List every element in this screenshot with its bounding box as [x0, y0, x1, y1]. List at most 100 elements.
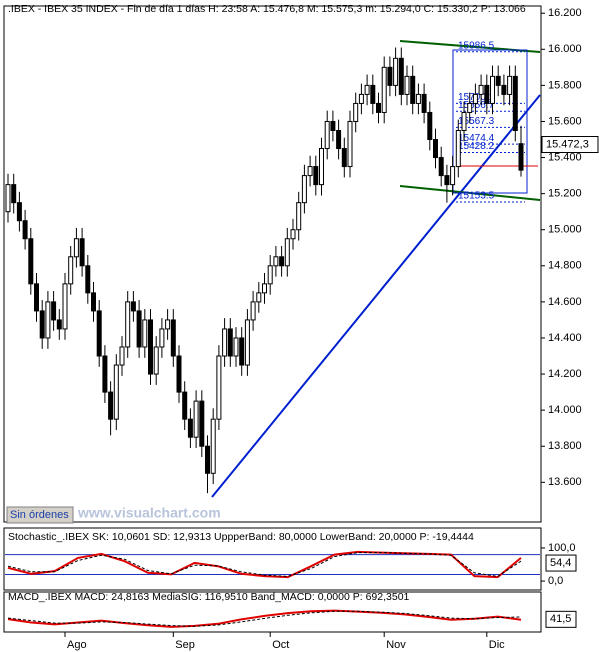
y-tick-label: 15.000	[548, 224, 582, 236]
candle-body	[5, 184, 11, 213]
fib-level-label: 15474.4	[458, 133, 495, 144]
indicator-line	[7, 610, 522, 627]
candle-body	[472, 93, 478, 104]
candle-body	[34, 283, 39, 312]
candle-body	[450, 166, 456, 186]
x-tick-label: Oct	[272, 639, 289, 651]
candle-body	[256, 292, 262, 303]
y-tick-label: 13.600	[548, 476, 582, 488]
y-tick-label: 14.400	[548, 332, 582, 344]
candle-body	[433, 139, 438, 159]
candle-body	[307, 166, 313, 177]
candle-body	[376, 102, 381, 113]
y-tick-label: 13.800	[548, 440, 582, 452]
candle-body	[364, 84, 370, 95]
candle-body	[22, 220, 28, 240]
last-value-box	[545, 554, 577, 572]
candle-body	[421, 93, 427, 113]
candle-body	[176, 355, 182, 393]
candle-body	[210, 418, 216, 474]
candle-body	[159, 328, 165, 348]
candle-body	[165, 319, 171, 330]
y-tick-label: 0,0	[548, 575, 563, 587]
candle-body	[512, 75, 518, 131]
y-tick-label: 14.600	[548, 296, 582, 308]
candle-body	[370, 84, 376, 104]
candle-body	[455, 129, 461, 168]
y-tick-label: 15.800	[548, 79, 582, 91]
y-tick-label: 14.200	[548, 368, 582, 380]
orders-button[interactable]	[6, 506, 74, 524]
macd-panel	[3, 591, 542, 633]
candle-body	[284, 238, 290, 267]
candle-body	[262, 283, 267, 294]
candle-body	[381, 66, 387, 113]
candle-body	[56, 319, 62, 330]
candle-body	[501, 84, 507, 95]
candle-body	[73, 238, 79, 258]
fib-level-label: 15986.5	[458, 40, 495, 51]
stochastic-panel	[3, 527, 542, 591]
x-tick-label: Dic	[489, 639, 505, 651]
chart-title: .IBEX - IBEX 35 INDEX - Fin de día 1 día…	[8, 3, 526, 15]
x-tick-label: Sep	[175, 639, 195, 651]
fib-level-label: 15567.3	[458, 116, 495, 127]
fib-level-label: 15656.7	[458, 100, 495, 111]
candle-body	[273, 256, 279, 267]
orders-button-label[interactable]: Sin órdenes	[10, 509, 69, 521]
candle-body	[119, 346, 125, 366]
candle-body	[290, 229, 296, 240]
candle-body	[28, 238, 34, 285]
candle-body	[216, 355, 222, 420]
candle-body	[193, 400, 199, 438]
y-tick-label: 15.600	[548, 115, 582, 127]
candle-body	[205, 445, 210, 474]
candle-body	[358, 93, 364, 104]
candle-body	[387, 66, 393, 86]
last-value-label: 54,4	[550, 557, 571, 569]
candle-body	[68, 256, 74, 285]
candle-body	[182, 391, 188, 420]
candle-body	[142, 319, 148, 348]
candle-body	[461, 111, 467, 131]
candle-body	[495, 75, 501, 86]
candle-body	[108, 391, 114, 420]
candle-body	[279, 256, 285, 267]
candle-body	[125, 301, 131, 348]
candle-body	[113, 364, 119, 420]
candle-body	[410, 75, 416, 104]
y-tick-label: 14.800	[548, 260, 582, 272]
candle-body	[353, 102, 359, 122]
candle-body	[478, 84, 484, 95]
candle-body	[91, 292, 96, 312]
candle-body	[467, 102, 473, 113]
candle-body	[51, 301, 57, 321]
y-tick-label: 16.200	[548, 7, 582, 19]
candle-body	[438, 157, 444, 177]
y-tick-label: 15.200	[548, 188, 582, 200]
fibonacci-box	[452, 49, 528, 194]
candle-body	[11, 184, 17, 204]
stochastic-title: Stochastic_.IBEX SK: 10,0601 SD: 12,9313…	[8, 531, 474, 543]
last-value-box	[545, 610, 577, 628]
candle-body	[136, 310, 142, 348]
candle-body	[199, 400, 205, 447]
candle-body	[62, 283, 68, 330]
candle-body	[341, 148, 347, 168]
candle-body	[507, 75, 513, 95]
candle-body	[313, 166, 319, 186]
indicator-line	[7, 609, 522, 628]
x-tick-label: Nov	[386, 639, 406, 651]
candle-body	[187, 418, 193, 438]
candle-body	[130, 301, 136, 312]
last-value-label: 41,5	[550, 613, 571, 625]
candle-body	[244, 319, 250, 366]
candle-body	[427, 111, 433, 141]
candle-body	[45, 301, 51, 339]
last-price-label: 15.472,3	[546, 138, 589, 150]
y-tick-label: 16.000	[548, 43, 582, 55]
indicator-line	[7, 552, 522, 577]
candle-body	[444, 175, 450, 186]
candle-body	[490, 75, 495, 104]
candle-body	[415, 93, 421, 104]
